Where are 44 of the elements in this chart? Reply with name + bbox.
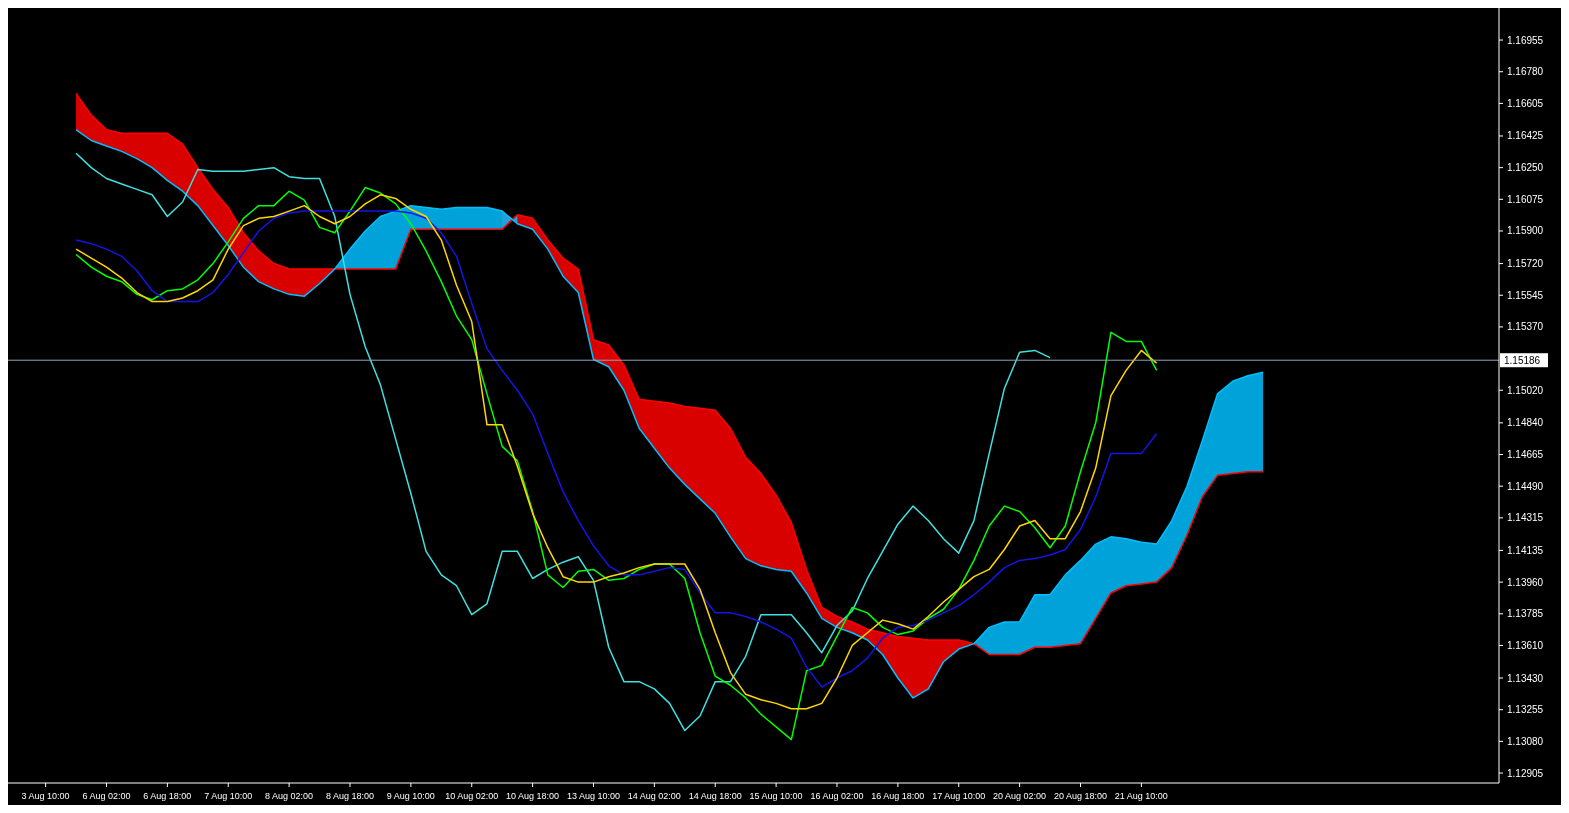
- y-tick-label: 1.16955: [1507, 34, 1544, 46]
- y-tick-label: 1.15720: [1507, 258, 1544, 270]
- y-tick-label: 1.13960: [1507, 576, 1544, 588]
- line-series: [75, 152, 1051, 732]
- x-tick-label: 3 Aug 10:00: [21, 791, 70, 801]
- y-tick-label: 1.14665: [1507, 449, 1544, 461]
- y-tick-label: 1.16605: [1507, 97, 1544, 109]
- y-tick-label: 1.13080: [1507, 735, 1544, 747]
- x-tick-label: 6 Aug 18:00: [143, 791, 192, 801]
- x-tick-label: 21 Aug 10:00: [1114, 791, 1168, 801]
- y-tick-label: 1.14315: [1507, 512, 1544, 524]
- x-tick-label: 16 Aug 18:00: [871, 791, 925, 801]
- ref-line-label: 1.15186: [1504, 355, 1541, 367]
- x-tick-label: 14 Aug 02:00: [627, 791, 681, 801]
- x-tick-label: 6 Aug 02:00: [82, 791, 131, 801]
- x-tick-label: 13 Aug 10:00: [566, 791, 621, 801]
- x-tick-label: 15 Aug 10:00: [749, 791, 803, 801]
- y-tick-label: 1.13785: [1507, 608, 1544, 620]
- x-tick-label: 10 Aug 18:00: [506, 791, 560, 801]
- x-tick-label: 20 Aug 02:00: [993, 791, 1047, 801]
- y-tick-label: 1.15020: [1507, 384, 1544, 396]
- y-tick-label: 1.16075: [1507, 193, 1544, 205]
- x-tick-label: 17 Aug 10:00: [932, 791, 986, 801]
- y-tick-label: 1.14135: [1507, 544, 1544, 556]
- y-tick-label: 1.12905: [1507, 767, 1544, 779]
- y-tick-label: 1.16425: [1507, 130, 1544, 142]
- y-tick-label: 1.16780: [1507, 66, 1544, 78]
- x-tick-label: 14 Aug 18:00: [688, 791, 742, 801]
- y-tick-label: 1.15370: [1507, 321, 1544, 333]
- x-tick-label: 20 Aug 18:00: [1053, 791, 1108, 801]
- y-tick-label: 1.15545: [1507, 289, 1544, 301]
- x-tick-label: 10 Aug 02:00: [445, 791, 499, 801]
- y-tick-label: 1.14490: [1507, 480, 1544, 492]
- y-tick-label: 1.13255: [1507, 704, 1544, 716]
- x-tick-label: 9 Aug 10:00: [386, 791, 435, 801]
- y-tick-label: 1.13430: [1507, 672, 1544, 684]
- y-tick-label: 1.15900: [1507, 225, 1544, 237]
- y-tick-label: 1.14840: [1507, 417, 1544, 429]
- y-tick-label: 1.13610: [1507, 639, 1544, 651]
- x-tick-label: 8 Aug 18:00: [325, 791, 375, 801]
- x-tick-label: 8 Aug 02:00: [265, 791, 314, 801]
- y-tick-label: 1.16250: [1507, 162, 1544, 174]
- x-tick-label: 7 Aug 10:00: [204, 791, 253, 801]
- x-tick-label: 16 Aug 02:00: [810, 791, 864, 801]
